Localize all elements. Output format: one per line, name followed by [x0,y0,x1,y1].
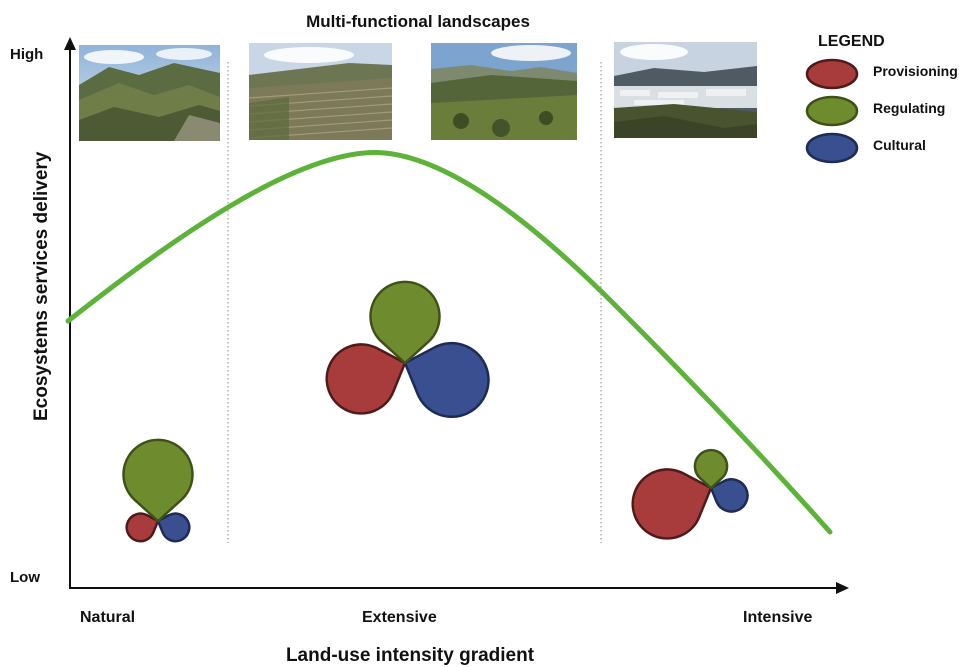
photo-agricultural-valley [431,43,577,140]
x-category-extensive: Extensive [362,609,437,626]
y-axis-arrowhead [64,37,76,50]
photo-terraced-slopes [249,43,392,140]
legend-swatches [805,58,859,164]
x-axis-title: Land-use intensity gradient [285,645,535,666]
cultural-petal [403,341,490,419]
legend-label-provisioning: Provisioning [873,63,958,79]
provisioning-petal [631,468,713,540]
service-glyph-extensive [325,280,490,419]
legend-swatch-provisioning [805,58,859,90]
diagram-title: Multi-functional landscapes [306,12,530,31]
service-glyph-intensive [631,448,749,540]
legend-label-regulating: Regulating [873,100,946,116]
x-axis-arrowhead [836,582,849,594]
regulating-petal [122,438,194,523]
regulating-petal [369,280,441,365]
legend-label-cultural: Cultural [873,137,926,153]
service-glyphs [122,280,749,543]
provisioning-petal [125,512,160,543]
cultural-petal [709,478,749,513]
photo-natural-hillside [79,45,220,141]
y-axis-title: Ecosystems services delivery [31,151,52,421]
x-category-natural: Natural [80,609,136,626]
legend-swatch-cultural [805,132,859,164]
photo-greenhouse-plain [614,42,757,138]
legend-title: LEGEND [818,33,885,50]
regulating-petal [693,448,729,490]
delivery-curve [65,150,833,535]
legend-swatch-regulating [805,95,859,127]
x-category-intensive: Intensive [743,609,813,626]
y-axis-low-label: Low [10,569,40,586]
y-axis-high-label: High [10,46,44,63]
service-glyph-natural [122,438,194,543]
cultural-petal [156,512,191,543]
provisioning-petal [325,343,407,415]
